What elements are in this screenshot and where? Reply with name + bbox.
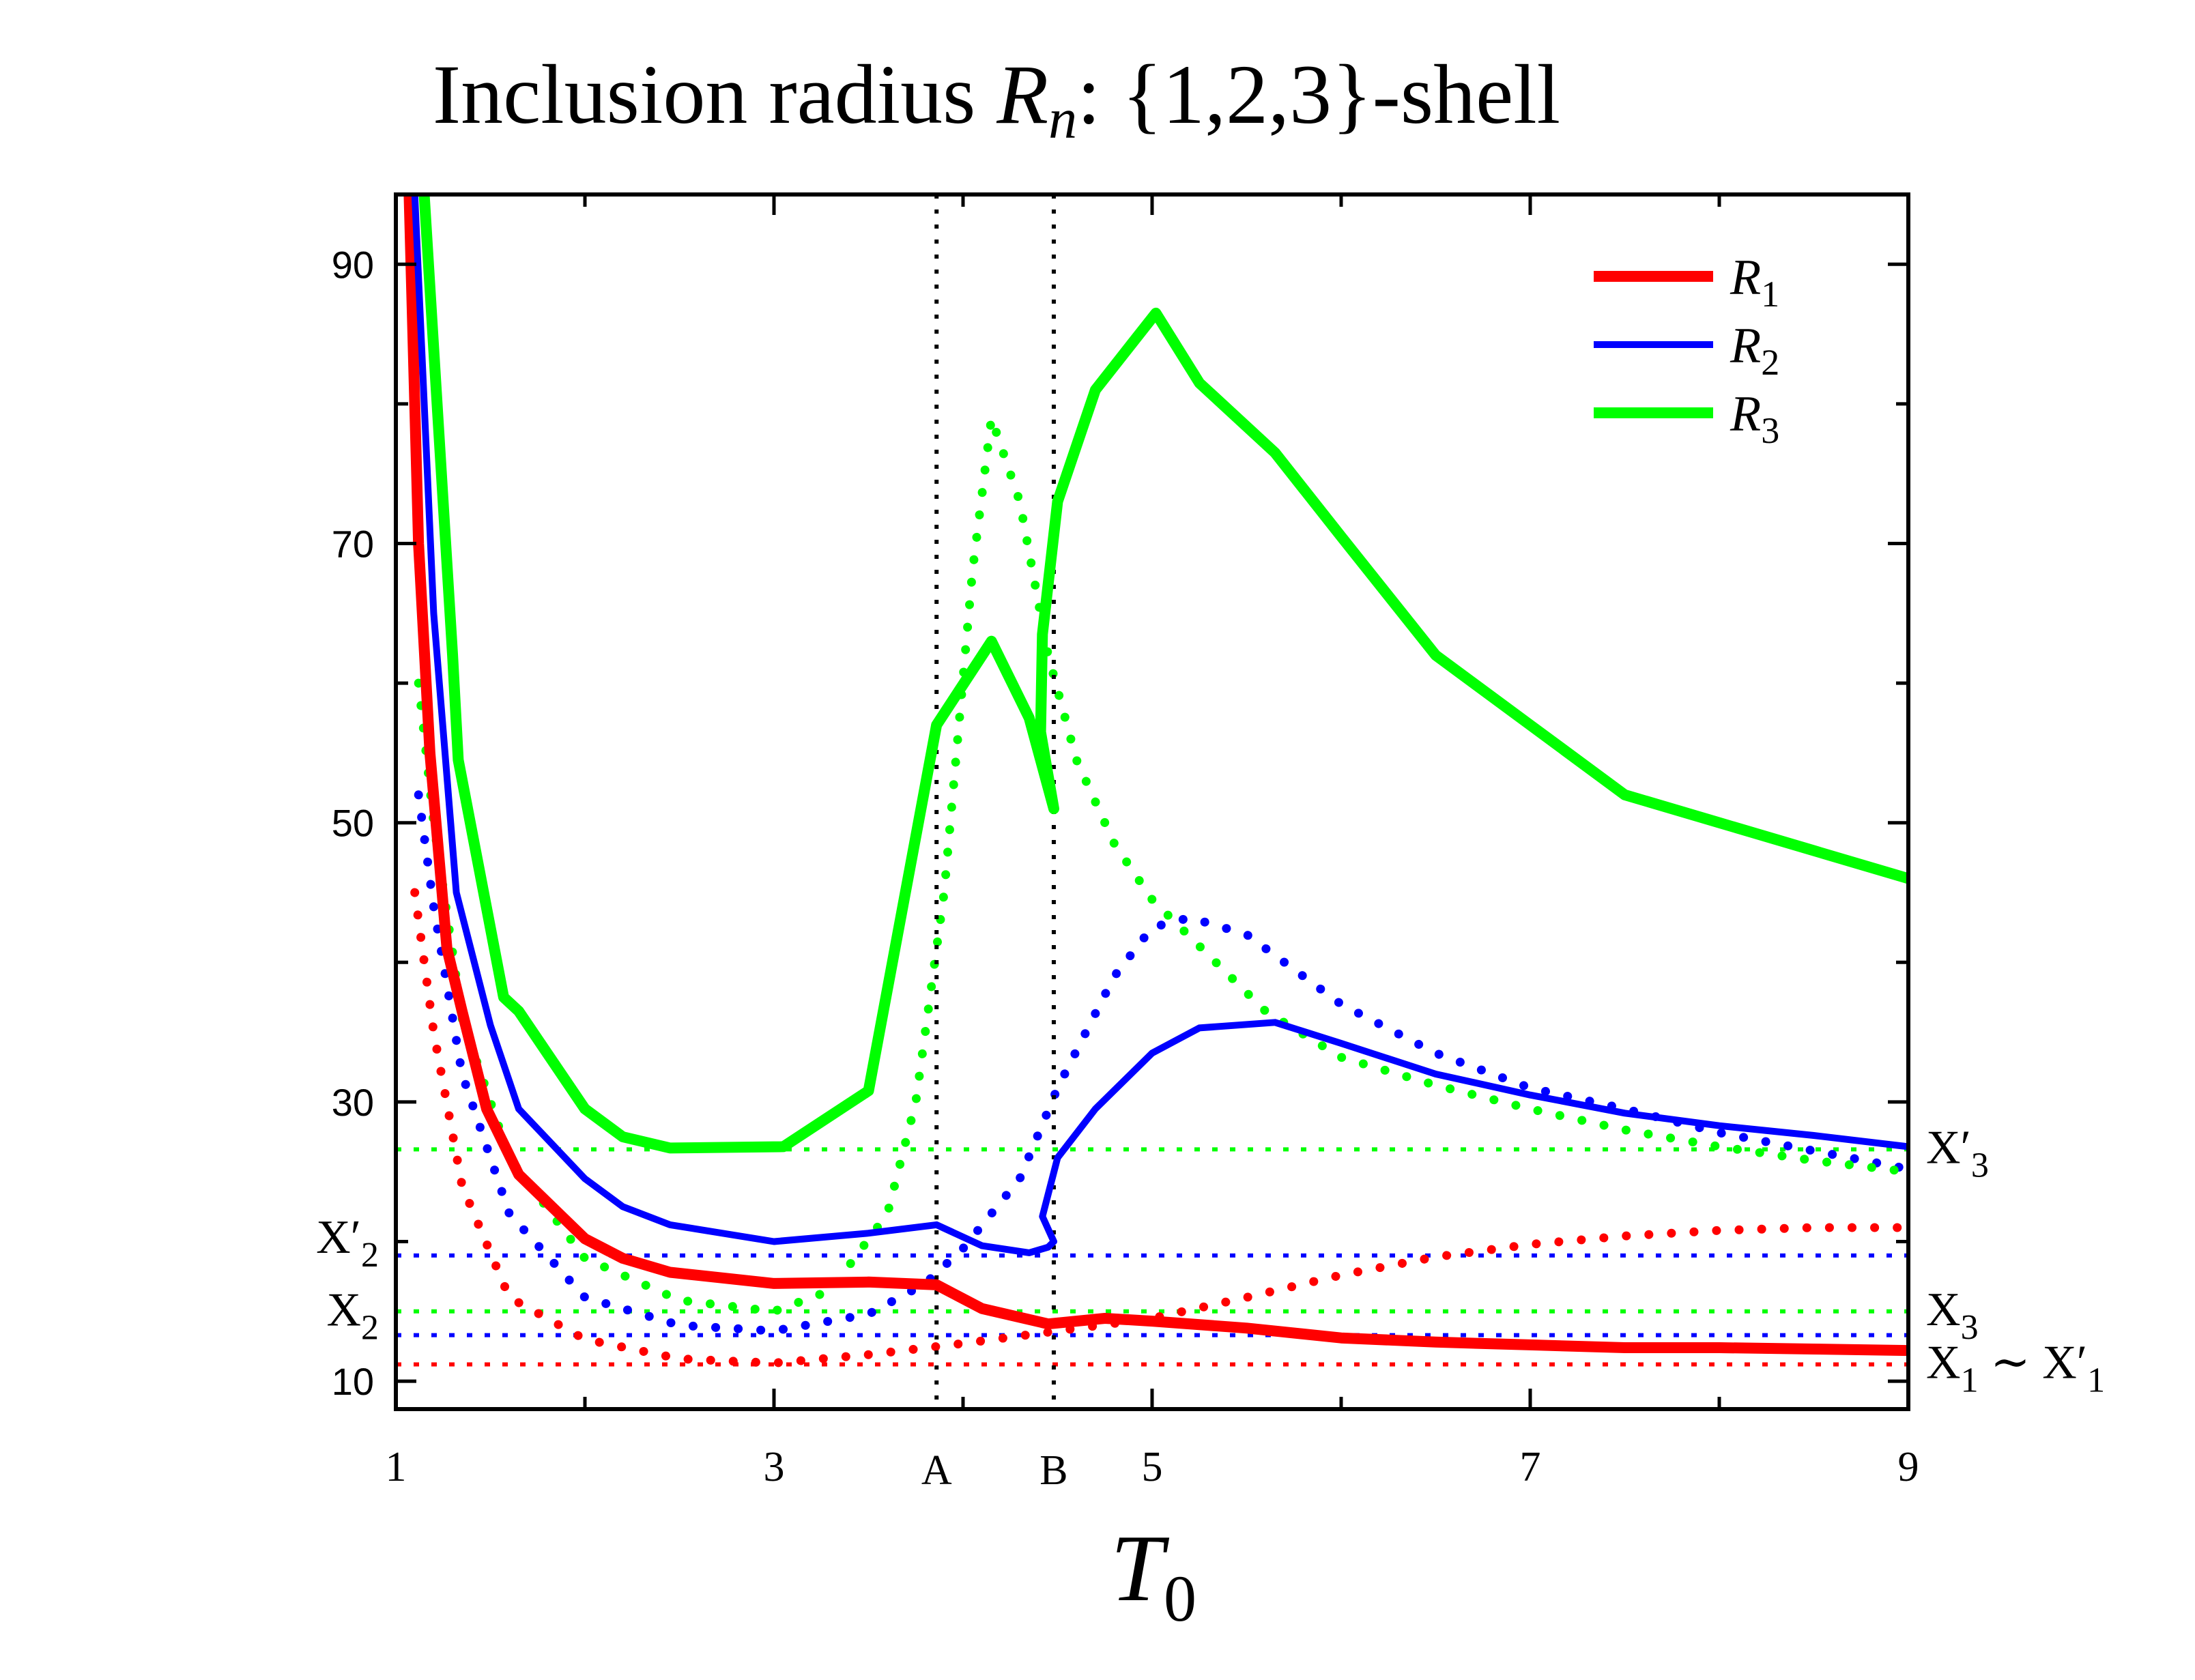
series-r1-dotted xyxy=(410,888,1908,1368)
y-tick-label: 10 xyxy=(332,1360,374,1403)
legend-label-r3: R3 xyxy=(1730,386,1779,451)
legend-label-r1: R1 xyxy=(1730,250,1779,315)
x-tick-label: 5 xyxy=(1142,1444,1163,1490)
axis-ticks xyxy=(394,194,1910,1409)
legend-label-r2: R2 xyxy=(1730,318,1779,383)
x-tick-label: 3 xyxy=(764,1444,785,1490)
marker-label-b: B xyxy=(1039,1447,1067,1494)
x-tick-label: 1 xyxy=(386,1444,407,1490)
y-tick-label: 50 xyxy=(332,802,374,845)
y-tick-label: 30 xyxy=(332,1081,374,1124)
series-r3 xyxy=(418,194,1908,1154)
series-r1 xyxy=(403,194,1908,1357)
x-tick-label: 7 xyxy=(1520,1444,1541,1490)
marker-label-a: A xyxy=(921,1447,952,1494)
dotted-curves xyxy=(410,416,1908,1368)
right-level-label-1: X′3 xyxy=(1926,1121,1989,1185)
left-level-label-2: X2 xyxy=(326,1284,379,1348)
x-axis-label: T0 xyxy=(1110,1516,1196,1635)
right-level-label-3: X1 ∼ X′1 xyxy=(1926,1337,2105,1400)
x-tick-label: 9 xyxy=(1898,1444,1919,1490)
right-level-label-2: X3 xyxy=(1926,1284,1979,1347)
series-r2 xyxy=(411,194,1908,1256)
left-level-label-1: X′2 xyxy=(316,1211,379,1275)
y-tick-label: 90 xyxy=(332,243,374,286)
solid-curves xyxy=(403,194,1908,1357)
y-tick-label: 70 xyxy=(332,522,374,565)
level-lines xyxy=(396,1147,1908,1367)
chart-title: Inclusion radius Rn: {1,2,3}-shell xyxy=(433,48,1560,151)
axis-tick-labels: A B 10 30 50 70 90 1 3 5 7 9 xyxy=(332,243,1919,1494)
